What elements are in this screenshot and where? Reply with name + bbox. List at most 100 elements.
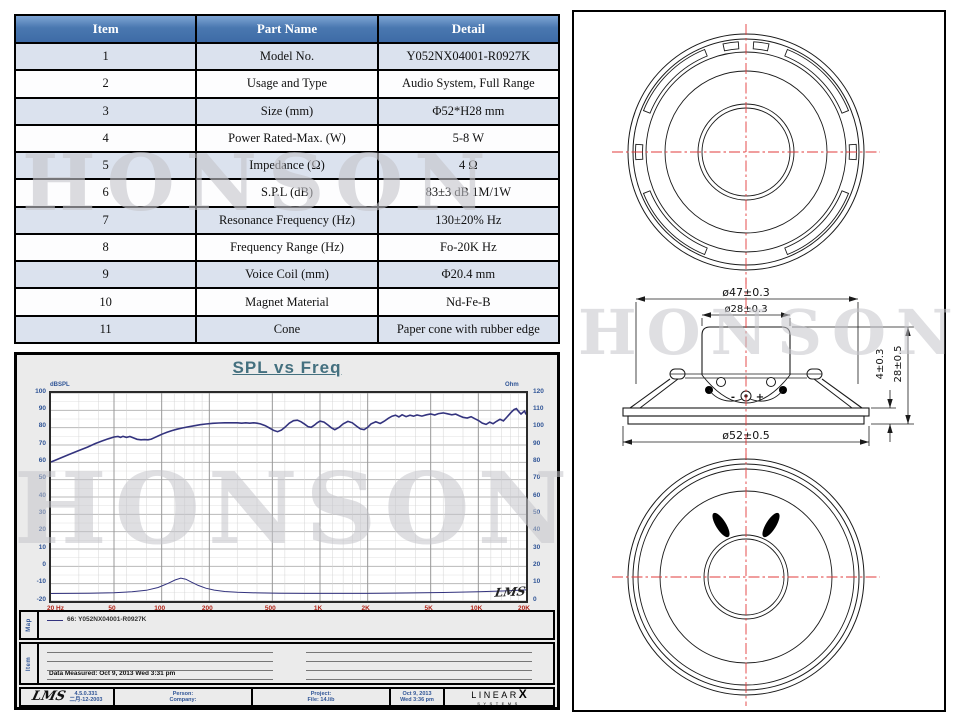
table-row: 10 Magnet Material Nd-Fe-B [13, 287, 561, 317]
table-cell: Size (mm) [195, 96, 379, 126]
footer-brand-cell: LINEAR X SYSTEMS [445, 686, 553, 706]
left-axis-label: dBSPL [50, 382, 70, 388]
y-right-tick: 120 [533, 387, 544, 395]
y-right-tick: 10 [533, 578, 541, 586]
table-cell: 2 [13, 69, 198, 99]
y-right-tick: 20 [533, 560, 541, 568]
y-left-tick: 100 [35, 387, 46, 395]
col-header-item: Item [13, 14, 198, 44]
x-axis-tick: 500 [264, 605, 276, 612]
y-left-tick: 90 [38, 404, 46, 412]
lms-logo: LMS [29, 688, 67, 704]
table-row: 4 Power Rated-Max. (W) 5-8 W [13, 123, 561, 154]
table-cell: 3 [13, 96, 198, 126]
note-line [306, 661, 533, 662]
mounting-slot [752, 41, 770, 52]
y-left-tick: 20 [38, 526, 46, 534]
item-content: Data Measured: Oct 9, 2013 Wed 3:31 pm [39, 644, 553, 683]
table-cell: Φ20.4 mm [376, 260, 561, 290]
spl-curve [51, 407, 526, 463]
lms-signature-plot: LMS [493, 584, 527, 600]
dim-total-height: 28±0.5 [893, 345, 904, 382]
table-cell: Resonance Frequency (Hz) [195, 205, 379, 235]
y-right-tick: 50 [533, 508, 541, 516]
linearx-systems-text: SYSTEMS [477, 700, 521, 706]
front-view-centerlines [612, 24, 880, 284]
lms-version-block: 4.5.0.331 二月-12-2003 [69, 691, 102, 704]
mounting-slot [642, 48, 708, 114]
y-right-tick: 90 [533, 439, 541, 447]
table-cell: Magnet Material [195, 287, 379, 317]
table-row: 8 Frequency Range (Hz) Fo-20K Hz [13, 232, 561, 263]
note-line [306, 670, 533, 671]
table-cell: 83±3 dB 1M/1W [376, 178, 561, 208]
table-row: 5 Impedance (Ω) 4 Ω [13, 151, 561, 181]
mounting-slot [784, 190, 850, 256]
legend-curve-sample [47, 620, 63, 621]
spl-plot-svg [51, 393, 526, 601]
drawing-svg: ø47±0.3 ø28±0.3 ø52±0.5 4±0.3 28±0.5 - + [612, 24, 914, 706]
side-view-dimensions: ø47±0.3 ø28±0.3 ø52±0.5 4±0.3 28±0.5 - + [622, 286, 914, 446]
table-cell: 4 [13, 123, 198, 154]
table-cell: 9 [13, 260, 198, 290]
table-cell: Power Rated-Max. (W) [195, 123, 379, 154]
item-label: Item [26, 656, 32, 671]
col-header-detail: Detail [376, 14, 561, 44]
x-axis-tick: 200 [201, 605, 213, 612]
person-label: Person: [172, 690, 194, 697]
file-label: File: 14.lib [307, 697, 335, 703]
table-row: 7 Resonance Frequency (Hz) 130±20% Hz [13, 205, 561, 235]
mechanical-drawing-panel: ø47±0.3 ø28±0.3 ø52±0.5 4±0.3 28±0.5 - + [572, 10, 946, 712]
y-right-tick: 110 [533, 404, 544, 412]
y-left-tick: 70 [38, 439, 46, 447]
x-axis-tick: 10K [470, 605, 483, 612]
table-cell: Cone [195, 314, 379, 345]
lms-version-date: 二月-12-2003 [69, 697, 103, 703]
y-left-tick: 50 [38, 474, 46, 482]
spl-chart-panel: SPL vs Freq dBSPL Ohm 100 90 80 70 60 50 40 30 2… [14, 352, 560, 710]
dim-flange-height: 4±0.3 [875, 349, 886, 380]
y-right-tick: 80 [533, 456, 541, 464]
x-axis-tick: 5K [424, 605, 433, 612]
y-left-tick: 80 [38, 422, 46, 430]
y-right-tick: 40 [533, 526, 541, 534]
y-right-tick: 60 [533, 491, 541, 499]
table-cell: 11 [13, 314, 198, 345]
item-section: Item Data Measured: Oct 9, 2013 Wed 3:31… [19, 642, 555, 685]
mounting-slot [722, 41, 740, 52]
y-left-tick: 0 [42, 560, 46, 568]
y-left-tick: 40 [38, 491, 46, 499]
y-left-tick: -20 [36, 595, 46, 603]
linearx-logo: LINEAR X [471, 686, 527, 702]
footer-date-cell: Oct 9, 2013 Wed 3:36 pm [391, 689, 445, 705]
table-cell: Frequency Range (Hz) [195, 232, 379, 263]
y-right-tick: 100 [533, 422, 544, 430]
table-cell: 1 [13, 41, 198, 72]
table-cell: 130±20% Hz [376, 205, 561, 235]
y-right-tick: 0 [533, 595, 537, 603]
lms-version: 4.5.0.331 [74, 690, 98, 697]
table-cell: 7 [13, 205, 198, 235]
data-measured-text: Data Measured: Oct 9, 2013 Wed 3:31 pm [49, 670, 176, 677]
col-header-part-name: Part Name [195, 14, 379, 44]
y-left-tick: 60 [38, 456, 46, 464]
table-cell: 5-8 W [376, 123, 561, 154]
y-left-tick: -10 [36, 578, 46, 586]
table-cell: 5 [13, 151, 198, 181]
table-cell: Voice Coil (mm) [195, 260, 379, 290]
linearx-x: X [518, 686, 527, 701]
table-cell: Usage and Type [195, 69, 379, 99]
table-cell: 8 [13, 232, 198, 263]
table-cell: Fo-20K Hz [376, 232, 561, 263]
rear-view-centerlines [612, 448, 880, 706]
spl-plot-area [49, 391, 528, 603]
x-axis-tick: 1K [313, 605, 323, 612]
dim-magnet-diameter: ø28±0.3 [724, 304, 767, 315]
mounting-slot [642, 190, 708, 256]
footer-bar: LMS 4.5.0.331 二月-12-2003 Person: Company… [19, 687, 555, 707]
note-line [306, 652, 533, 653]
measure-time: Wed 3:36 pm [400, 697, 434, 703]
map-label: Map [26, 618, 32, 632]
x-axis-tick: 20K [518, 605, 530, 612]
